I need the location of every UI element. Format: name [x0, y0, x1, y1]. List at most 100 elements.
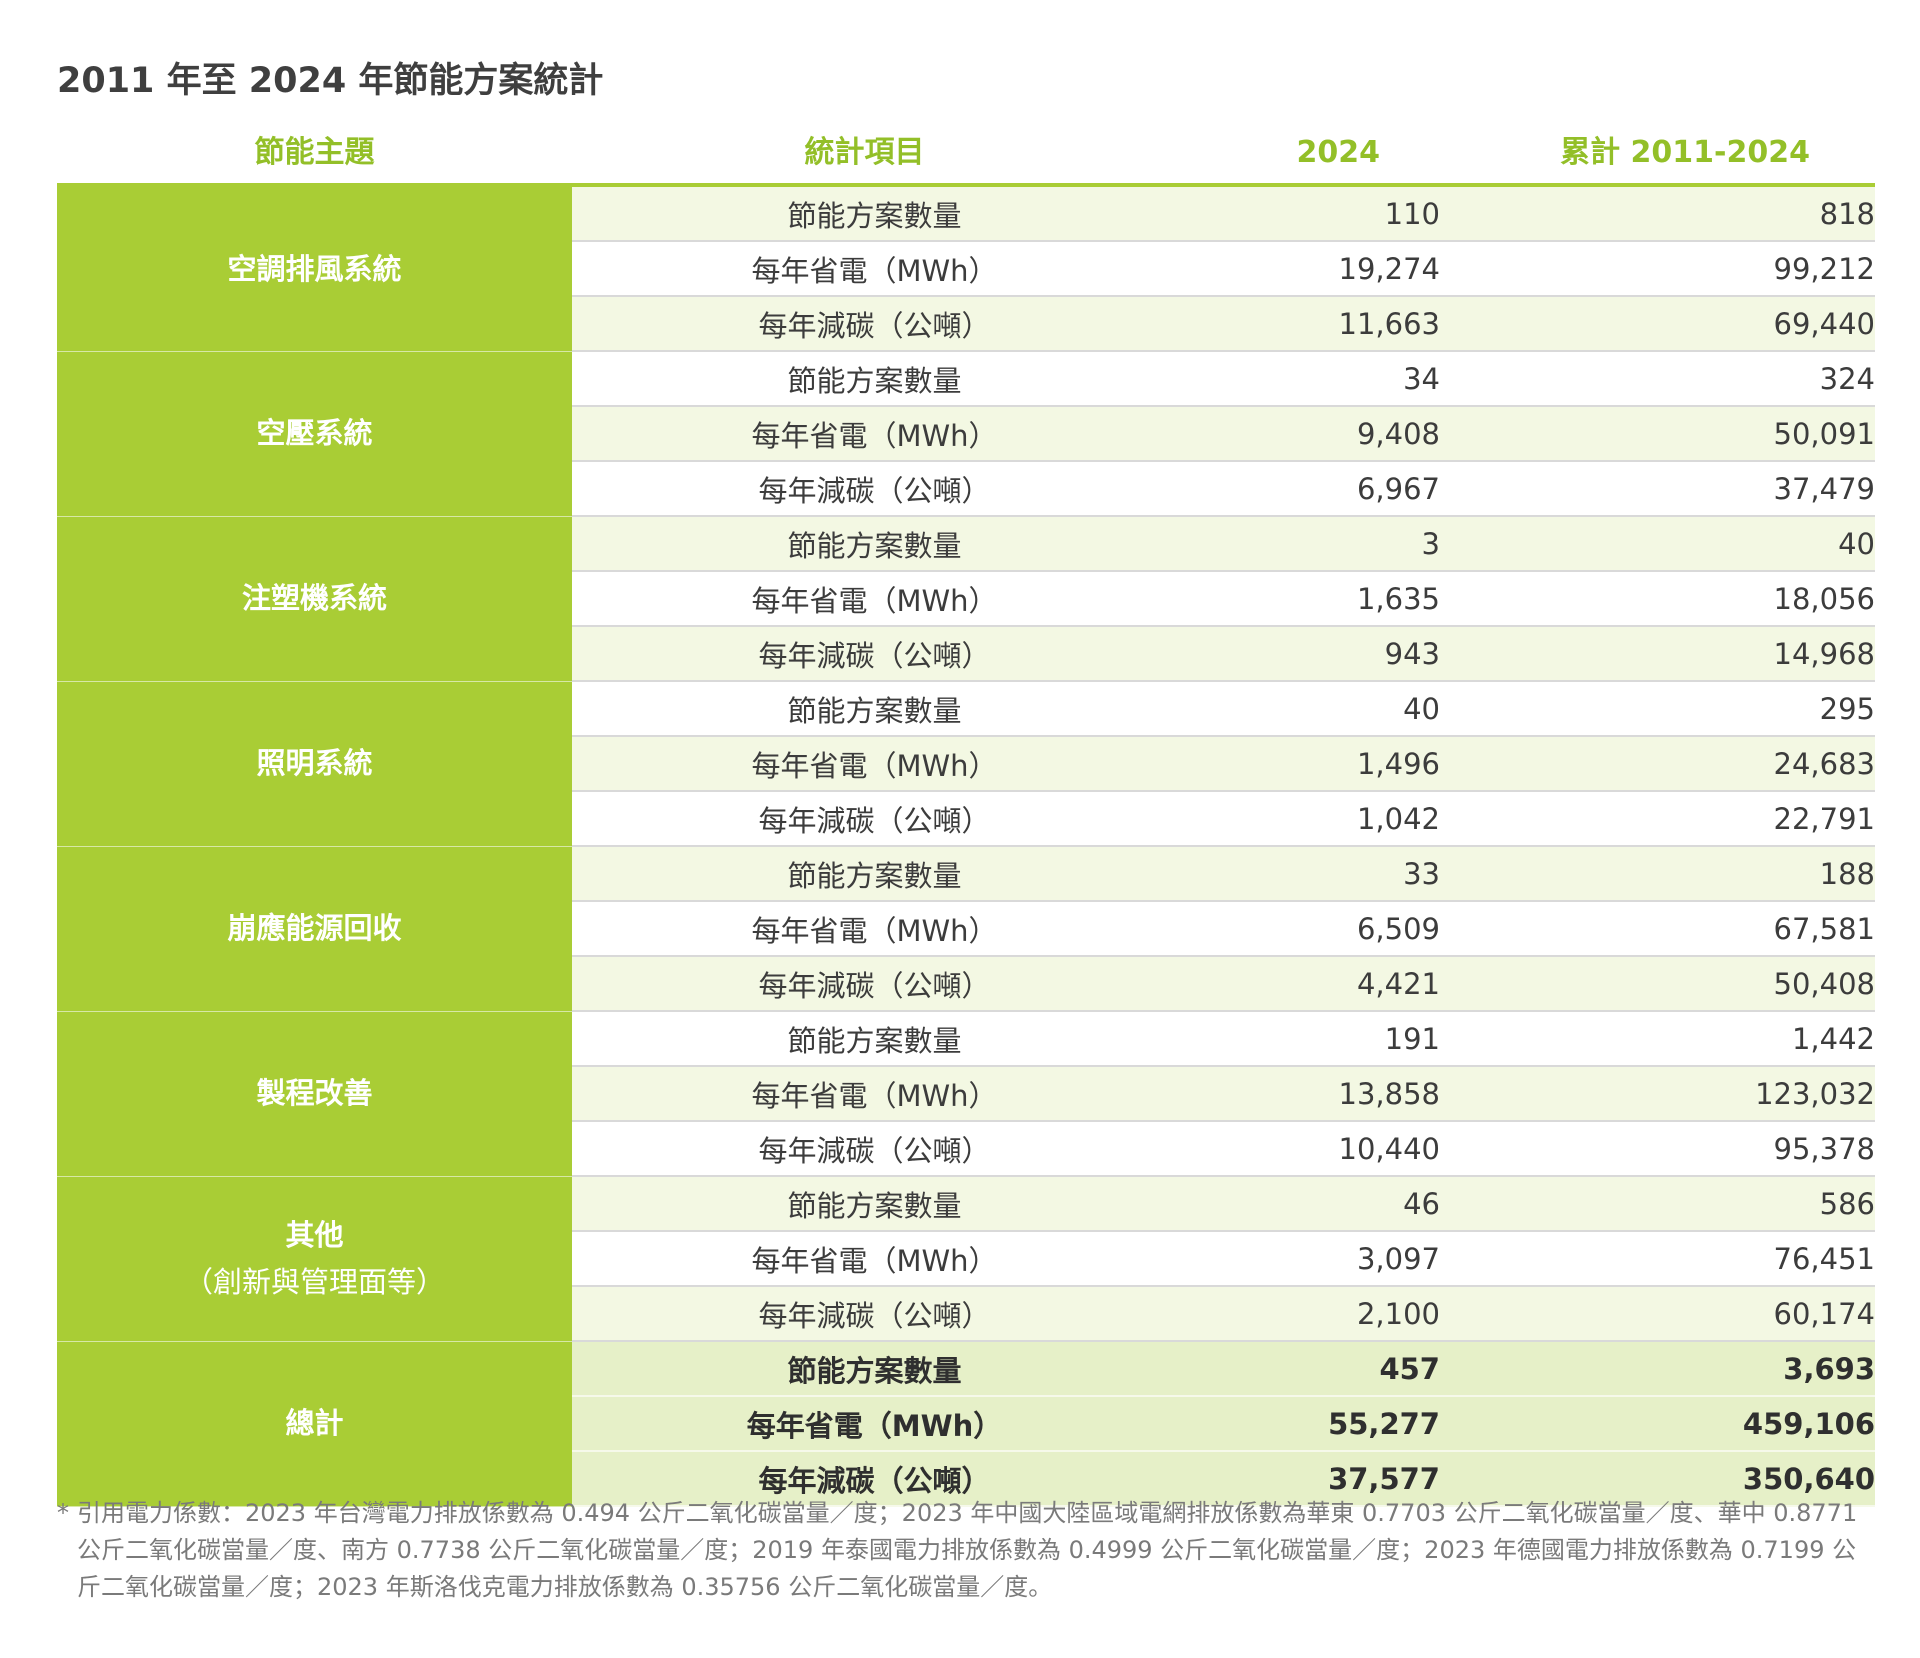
- topic-sublabel: （創新與管理面等）: [183, 1264, 445, 1299]
- value-cumulative-cell: 95,378: [1440, 1121, 1875, 1177]
- value-cumulative-cell: 295: [1440, 681, 1875, 737]
- value-2024-cell: 943: [1157, 626, 1440, 682]
- item-cell: 每年省電（MWh）: [572, 241, 1157, 297]
- value-2024-cell: 191: [1157, 1011, 1440, 1067]
- topic-cell: 其他 （創新與管理面等）: [57, 1176, 572, 1342]
- total-topic-cell: 總計: [57, 1341, 572, 1507]
- value-2024-cell: 3: [1157, 516, 1440, 572]
- table-row: 每年減碳（公噸） 10,440 95,378: [57, 1121, 1875, 1177]
- topic-cell: 空壓系統: [57, 351, 572, 517]
- total-row: 每年省電（MWh） 55,277 459,106: [57, 1396, 1875, 1452]
- topic-cell: 照明系統: [57, 681, 572, 847]
- value-2024-cell: 55,277: [1157, 1396, 1440, 1452]
- table-body: 空調排風系統 節能方案數量 110 818 每年省電（MWh） 19,274 99,212 每…: [57, 187, 1875, 1507]
- value-2024-cell: 4,421: [1157, 956, 1440, 1012]
- value-cumulative-cell: 818: [1440, 187, 1875, 242]
- footnote-text: 引用電力係數：2023 年台灣電力排放係數為 0.494 公斤二氧化碳當量／度；…: [77, 1499, 1858, 1601]
- table-row: 每年省電（MWh） 6,509 67,581: [57, 901, 1875, 957]
- value-2024-cell: 3,097: [1157, 1231, 1440, 1287]
- table-row: 每年減碳（公噸） 1,042 22,791: [57, 791, 1875, 847]
- item-cell: 每年省電（MWh）: [572, 736, 1157, 792]
- value-cumulative-cell: 350,640: [1440, 1451, 1875, 1507]
- column-header-item: 統計項目: [804, 135, 925, 170]
- value-2024-cell: 457: [1157, 1341, 1440, 1397]
- topic-label: 照明系統: [256, 746, 373, 781]
- topic-label: 空調排風系統: [227, 251, 402, 286]
- item-cell: 節能方案數量: [572, 1011, 1157, 1067]
- value-cumulative-cell: 188: [1440, 846, 1875, 902]
- table-row: 每年省電（MWh） 19,274 99,212: [57, 241, 1875, 297]
- energy-saving-table: 空調排風系統 節能方案數量 110 818 每年省電（MWh） 19,274 99,212 每…: [57, 187, 1875, 1507]
- topic-label: 空壓系統: [256, 416, 373, 451]
- column-header-2024: 2024: [1296, 135, 1381, 170]
- value-2024-cell: 10,440: [1157, 1121, 1440, 1177]
- value-cumulative-cell: 40: [1440, 516, 1875, 572]
- total-row: 每年減碳（公噸） 37,577 350,640: [57, 1451, 1875, 1507]
- value-2024-cell: 37,577: [1157, 1451, 1440, 1507]
- topic-cell: 崩應能源回收: [57, 846, 572, 1012]
- item-cell: 每年省電（MWh）: [572, 1066, 1157, 1122]
- table-row: 每年省電（MWh） 3,097 76,451: [57, 1231, 1875, 1287]
- item-cell: 每年減碳（公噸）: [572, 1286, 1157, 1342]
- table-row: 每年減碳（公噸） 6,967 37,479: [57, 461, 1875, 517]
- value-cumulative-cell: 586: [1440, 1176, 1875, 1232]
- table-row: 每年省電（MWh） 1,635 18,056: [57, 571, 1875, 627]
- total-row: 總計 節能方案數量 457 3,693: [57, 1341, 1875, 1507]
- item-cell: 每年減碳（公噸）: [572, 1121, 1157, 1177]
- value-2024-cell: 1,496: [1157, 736, 1440, 792]
- value-2024-cell: 1,635: [1157, 571, 1440, 627]
- value-cumulative-cell: 18,056: [1440, 571, 1875, 627]
- value-cumulative-cell: 3,693: [1440, 1341, 1875, 1397]
- value-2024-cell: 46: [1157, 1176, 1440, 1232]
- item-cell: 節能方案數量: [572, 187, 1157, 242]
- value-2024-cell: 2,100: [1157, 1286, 1440, 1342]
- table-row: 崩應能源回收 節能方案數量 33 188: [57, 846, 1875, 1012]
- value-cumulative-cell: 69,440: [1440, 296, 1875, 352]
- item-cell: 每年省電（MWh）: [572, 901, 1157, 957]
- table-row: 其他 （創新與管理面等） 節能方案數量 46 586: [57, 1176, 1875, 1342]
- item-cell: 每年省電（MWh）: [572, 406, 1157, 462]
- topic-label: 崩應能源回收: [227, 911, 402, 946]
- value-cumulative-cell: 67,581: [1440, 901, 1875, 957]
- value-cumulative-cell: 50,091: [1440, 406, 1875, 462]
- table-row: 照明系統 節能方案數量 40 295: [57, 681, 1875, 847]
- value-cumulative-cell: 76,451: [1440, 1231, 1875, 1287]
- topic-label: 製程改善: [256, 1076, 373, 1111]
- column-header-topic: 節能主題: [254, 135, 375, 170]
- item-cell: 每年減碳（公噸）: [572, 956, 1157, 1012]
- page-title: 2011 年至 2024 年節能方案統計: [57, 61, 604, 101]
- table-row: 空壓系統 節能方案數量 34 324: [57, 351, 1875, 517]
- footnote: * 引用電力係數：2023 年台灣電力排放係數為 0.494 公斤二氧化碳當量／…: [57, 1495, 1875, 1606]
- table-row: 每年省電（MWh） 13,858 123,032: [57, 1066, 1875, 1122]
- value-2024-cell: 19,274: [1157, 241, 1440, 297]
- topic-label: 總計: [285, 1406, 344, 1441]
- item-cell: 節能方案數量: [572, 681, 1157, 737]
- table-row: 空調排風系統 節能方案數量 110 818: [57, 187, 1875, 352]
- table-row: 每年減碳（公噸） 11,663 69,440: [57, 296, 1875, 352]
- value-cumulative-cell: 459,106: [1440, 1396, 1875, 1452]
- footnote-marker: *: [57, 1499, 69, 1527]
- value-2024-cell: 6,967: [1157, 461, 1440, 517]
- value-cumulative-cell: 50,408: [1440, 956, 1875, 1012]
- value-cumulative-cell: 1,442: [1440, 1011, 1875, 1067]
- item-cell: 每年減碳（公噸）: [572, 461, 1157, 517]
- value-cumulative-cell: 14,968: [1440, 626, 1875, 682]
- table-row: 每年省電（MWh） 9,408 50,091: [57, 406, 1875, 462]
- value-cumulative-cell: 24,683: [1440, 736, 1875, 792]
- value-2024-cell: 9,408: [1157, 406, 1440, 462]
- column-header-cumulative: 累計 2011-2024: [1560, 135, 1810, 170]
- topic-label: 其他: [285, 1218, 344, 1253]
- value-2024-cell: 34: [1157, 351, 1440, 407]
- value-cumulative-cell: 324: [1440, 351, 1875, 407]
- item-cell: 節能方案數量: [572, 1341, 1157, 1397]
- topic-cell: 製程改善: [57, 1011, 572, 1177]
- value-2024-cell: 1,042: [1157, 791, 1440, 847]
- value-cumulative-cell: 22,791: [1440, 791, 1875, 847]
- item-cell: 節能方案數量: [572, 351, 1157, 407]
- item-cell: 每年省電（MWh）: [572, 1396, 1157, 1452]
- item-cell: 節能方案數量: [572, 1176, 1157, 1232]
- header-divider: [57, 183, 1875, 187]
- topic-cell: 空調排風系統: [57, 187, 572, 352]
- item-cell: 節能方案數量: [572, 516, 1157, 572]
- topic-label: 注塑機系統: [241, 581, 387, 616]
